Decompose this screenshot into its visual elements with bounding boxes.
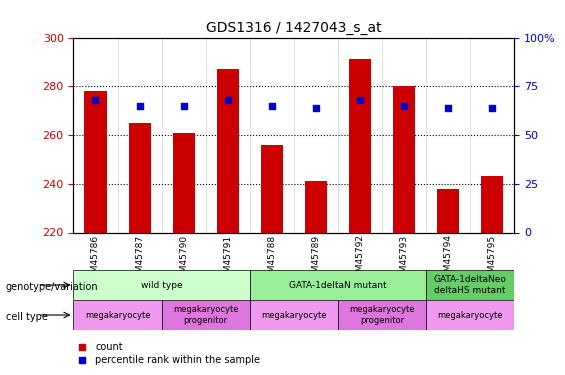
Point [444, 105, 453, 111]
Point [223, 97, 232, 103]
FancyBboxPatch shape [338, 300, 426, 330]
Text: GSM45794: GSM45794 [444, 234, 453, 284]
Point [488, 105, 497, 111]
Text: GSM45786: GSM45786 [91, 234, 100, 284]
Point [370, 159, 379, 165]
Point [355, 97, 364, 103]
Bar [217, 69, 238, 232]
Bar [128, 123, 150, 232]
Text: megakaryocyte: megakaryocyte [437, 310, 503, 320]
Text: GSM45791: GSM45791 [223, 234, 232, 284]
Text: genotype/variation: genotype/variation [6, 282, 98, 292]
FancyBboxPatch shape [162, 300, 250, 330]
FancyBboxPatch shape [73, 300, 162, 330]
Text: GSM45795: GSM45795 [488, 234, 497, 284]
Point [267, 103, 276, 109]
Point [311, 105, 320, 111]
Point [135, 103, 144, 109]
Bar [261, 145, 283, 232]
FancyBboxPatch shape [426, 270, 514, 300]
Text: GSM45787: GSM45787 [135, 234, 144, 284]
Text: percentile rank within the sample: percentile rank within the sample [95, 355, 260, 365]
FancyBboxPatch shape [73, 270, 250, 300]
Text: GATA-1deltaNeo
deltaHS mutant: GATA-1deltaNeo deltaHS mutant [434, 275, 506, 295]
Text: wild type: wild type [141, 280, 182, 290]
Bar [305, 182, 327, 232]
Bar [437, 189, 459, 232]
FancyBboxPatch shape [250, 270, 426, 300]
Text: GSM45793: GSM45793 [399, 234, 408, 284]
Point [370, 281, 379, 287]
Bar [393, 86, 415, 232]
Text: megakaryocyte: megakaryocyte [85, 310, 150, 320]
FancyBboxPatch shape [250, 300, 338, 330]
Point [399, 103, 408, 109]
Text: megakaryocyte: megakaryocyte [261, 310, 327, 320]
Text: megakaryocyte
progenitor: megakaryocyte progenitor [173, 305, 238, 325]
Text: GATA-1deltaN mutant: GATA-1deltaN mutant [289, 280, 386, 290]
Text: GSM45790: GSM45790 [179, 234, 188, 284]
Text: megakaryocyte
progenitor: megakaryocyte progenitor [349, 305, 415, 325]
Point [179, 103, 188, 109]
Title: GDS1316 / 1427043_s_at: GDS1316 / 1427043_s_at [206, 21, 381, 35]
Bar [85, 91, 106, 232]
FancyBboxPatch shape [426, 300, 514, 330]
Point [91, 97, 100, 103]
Text: GSM45788: GSM45788 [267, 234, 276, 284]
Text: cell type: cell type [6, 312, 47, 322]
Bar [173, 133, 194, 232]
Text: count: count [95, 342, 123, 351]
Bar [349, 59, 371, 232]
Text: GSM45789: GSM45789 [311, 234, 320, 284]
Bar [481, 177, 503, 232]
Text: GSM45792: GSM45792 [355, 234, 364, 284]
